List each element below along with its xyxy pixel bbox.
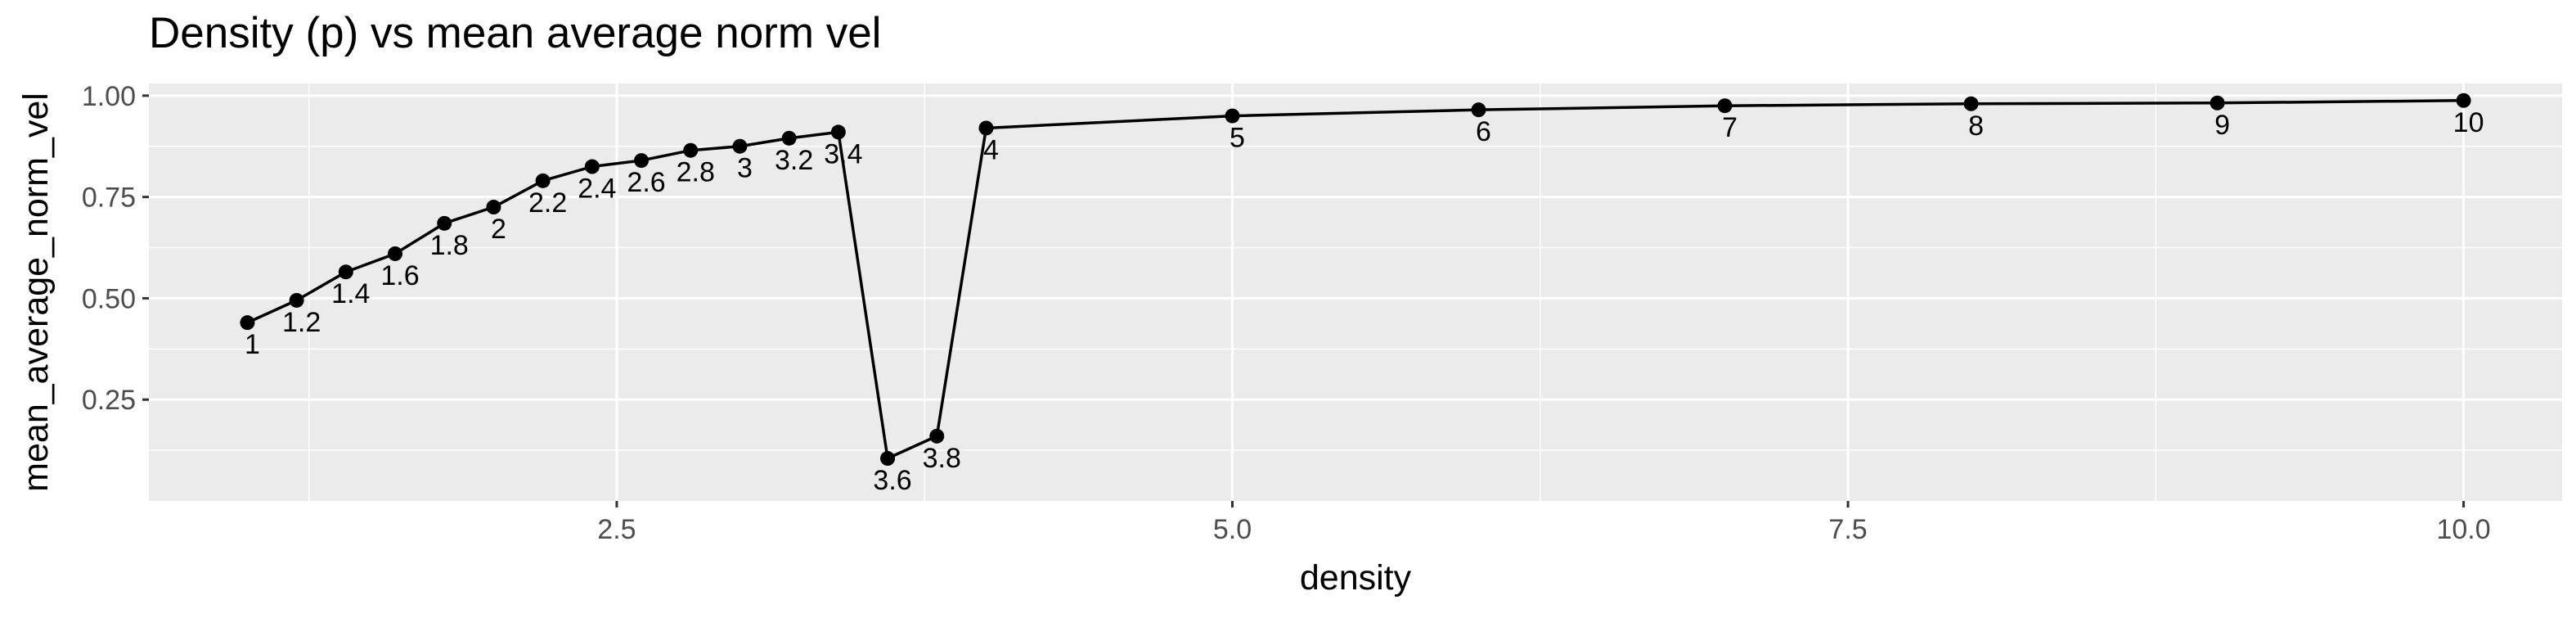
series-line bbox=[246, 99, 2464, 460]
y-tick-label: 0.50 bbox=[82, 283, 136, 314]
point-label: 1.2 bbox=[282, 307, 321, 338]
point-label: 10 bbox=[2453, 107, 2484, 138]
data-point bbox=[289, 292, 304, 308]
data-point bbox=[486, 200, 501, 215]
data-point bbox=[781, 130, 797, 146]
point-label: 2.6 bbox=[627, 167, 665, 198]
point-label: 6 bbox=[1476, 116, 1491, 147]
data-point bbox=[1471, 102, 1486, 118]
data-point bbox=[535, 173, 551, 188]
x-axis-ticks: 2.5 5.0 7.5 10.0 bbox=[597, 501, 2491, 545]
point-label: 3.6 bbox=[873, 465, 911, 496]
minor-gridlines bbox=[149, 83, 2562, 501]
data-point bbox=[732, 138, 748, 154]
point-label: 3 bbox=[737, 153, 753, 184]
data-point bbox=[830, 124, 846, 140]
data-point bbox=[338, 264, 353, 280]
point-label: 4 bbox=[983, 134, 999, 165]
point-label: 5 bbox=[1230, 123, 1245, 154]
data-point bbox=[978, 120, 994, 136]
point-label: 3.2 bbox=[775, 145, 813, 176]
data-point bbox=[584, 159, 600, 174]
point-label: 3.4 bbox=[824, 138, 862, 169]
point-label: 3.8 bbox=[923, 443, 961, 474]
data-point bbox=[880, 451, 896, 467]
data-point bbox=[2210, 95, 2225, 111]
major-gridlines bbox=[149, 83, 2562, 501]
point-label: 1 bbox=[245, 329, 260, 360]
chart-title: Density (p) vs mean average norm vel bbox=[149, 9, 882, 57]
point-label: 9 bbox=[2214, 110, 2230, 141]
data-point bbox=[1225, 108, 1240, 124]
data-point bbox=[2456, 92, 2471, 108]
x-tick-label: 7.5 bbox=[1828, 514, 1867, 545]
series-layer: 1 1.2 1.4 1.6 1.8 2 2.2 2.4 2.6 2.8 3 3.2 3.4 3.6 3.8 4… bbox=[240, 92, 2484, 496]
x-tick-label: 2.5 bbox=[597, 514, 636, 545]
data-point bbox=[929, 428, 945, 444]
x-axis-title: density bbox=[1300, 558, 1412, 598]
point-label: 7 bbox=[1722, 112, 1738, 143]
data-point bbox=[240, 315, 255, 331]
point-label: 1.8 bbox=[430, 230, 469, 261]
plot-panel bbox=[149, 83, 2562, 501]
point-label: 1.4 bbox=[331, 278, 370, 309]
y-axis-ticks: 0.25 0.50 0.75 1.00 bbox=[82, 81, 149, 416]
y-tick-label: 0.25 bbox=[82, 385, 136, 416]
data-point bbox=[1963, 96, 1979, 111]
point-label: 8 bbox=[1968, 111, 1984, 142]
point-label: 1.6 bbox=[380, 260, 419, 291]
point-label: 2.8 bbox=[677, 157, 715, 188]
y-tick-label: 1.00 bbox=[82, 81, 136, 112]
data-point bbox=[388, 246, 403, 261]
data-point bbox=[437, 215, 452, 231]
data-point bbox=[634, 153, 650, 169]
data-point bbox=[683, 142, 699, 158]
point-label: 2.2 bbox=[528, 187, 567, 219]
y-axis-title: mean_average_norm_vel bbox=[16, 92, 56, 492]
point-label: 2 bbox=[491, 214, 506, 245]
x-tick-label: 5.0 bbox=[1213, 514, 1252, 545]
x-tick-label: 10.0 bbox=[2436, 514, 2490, 545]
point-label: 2.4 bbox=[578, 174, 616, 205]
y-tick-label: 0.75 bbox=[82, 183, 136, 214]
data-point bbox=[1717, 98, 1733, 114]
